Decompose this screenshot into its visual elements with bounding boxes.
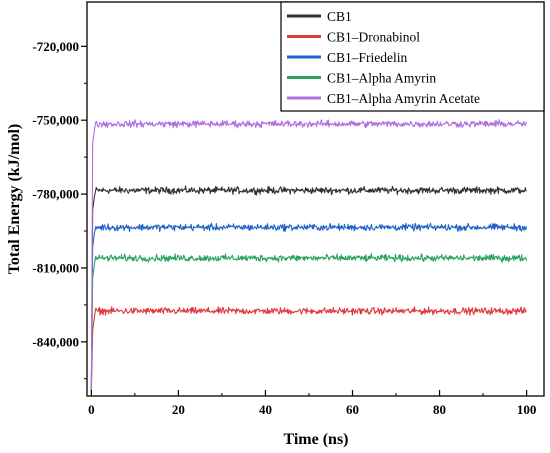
legend-label-cb1-alpha-amyrin: CB1–Alpha Amyrin: [327, 71, 436, 86]
series-line-cb1-alpha-amyrin: [90, 253, 528, 392]
x-tick-label: 100: [517, 402, 537, 417]
x-tick-label: 80: [433, 402, 446, 417]
y-tick-label: -810,000: [32, 260, 79, 275]
y-tick-label: -840,000: [32, 334, 79, 349]
y-axis: -720,000 -750,000 -780,000 -810,000 -840,000: [32, 39, 87, 380]
series-line-cb1-friedelin: [90, 222, 528, 392]
series-line-cb1: [90, 185, 527, 392]
legend-label-cb1-alpha-amyrin-acetate: CB1–Alpha Amyrin Acetate: [327, 91, 480, 106]
legend: CB1 CB1–Dronabinol CB1–Friedelin CB1–Alpha …: [280, 1, 545, 112]
series-line-cb1-dronabinol: [90, 306, 527, 392]
plot-lines: [90, 119, 528, 392]
x-axis: 0 20 40 60 80 100: [88, 390, 536, 417]
y-tick-label: -720,000: [32, 39, 79, 54]
x-tick-label: 60: [346, 402, 359, 417]
x-tick-label: 40: [259, 402, 272, 417]
y-tick-label: -780,000: [32, 187, 79, 202]
legend-label-cb1-friedelin: CB1–Friedelin: [327, 50, 407, 65]
legend-box: [280, 1, 545, 112]
x-tick-label: 20: [172, 402, 185, 417]
series-line-cb1-alpha-amyrin-acetate: [90, 119, 528, 392]
legend-label-cb1-dronabinol: CB1–Dronabinol: [327, 30, 420, 45]
legend-label-cb1: CB1: [327, 9, 352, 24]
x-axis-title: Time (ns): [283, 431, 348, 448]
y-tick-label: -750,000: [32, 113, 79, 128]
x-tick-label: 0: [88, 402, 95, 417]
y-axis-title: Total Energy (kJ/mol): [6, 124, 23, 275]
